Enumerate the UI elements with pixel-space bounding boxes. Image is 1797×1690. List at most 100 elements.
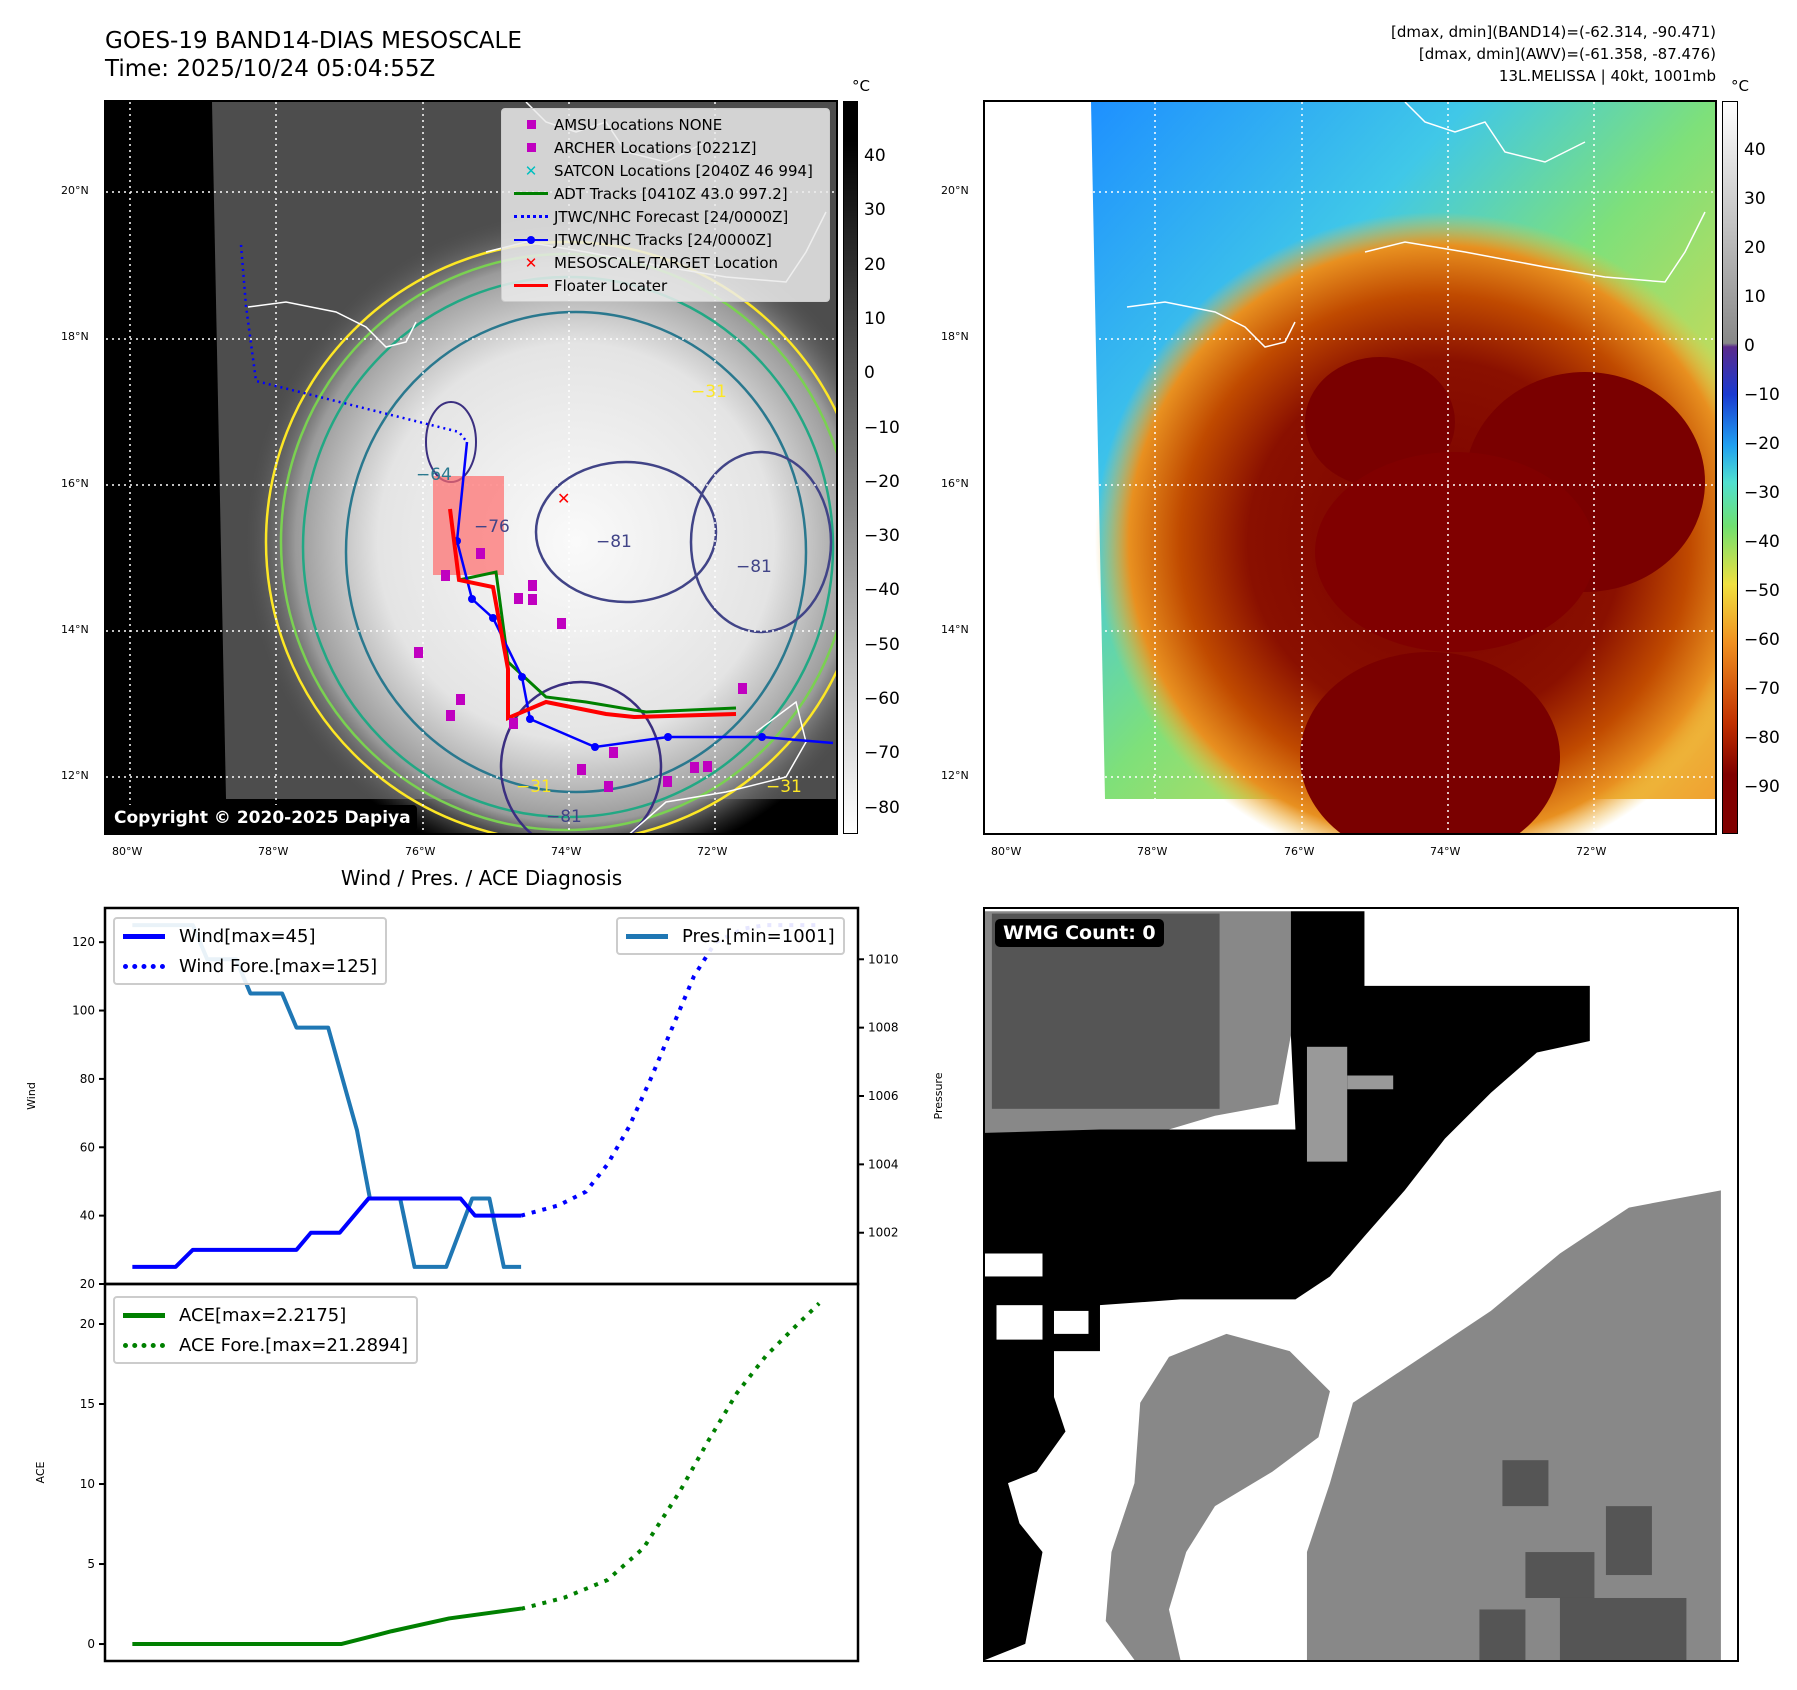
wmg-count-badge: WMG Count: 0 — [995, 919, 1164, 947]
wind-tick-label: 80 — [80, 1072, 95, 1086]
colorbar-tick-label: −10 — [1744, 385, 1780, 405]
ace-line — [132, 1606, 522, 1647]
colorbar-tick-label: −20 — [1744, 434, 1780, 454]
lat-label: 20°N — [61, 184, 89, 197]
colorbar-tick-label: −90 — [1744, 777, 1780, 797]
stats-awv: [dmax, dmin](AWV)=(-61.358, -87.476) — [1418, 45, 1716, 63]
lon-label: 78°W — [258, 845, 289, 858]
lon-label: 76°W — [1284, 845, 1315, 858]
line-icon — [514, 284, 548, 287]
wind-legend: Wind[max=45] Wind Fore.[max=125] — [113, 917, 388, 985]
x-marker-icon: ✕ — [524, 161, 538, 180]
lon-label: 78°W — [1137, 845, 1168, 858]
plot-title: GOES-19 BAND14-DIAS MESOSCALE — [105, 28, 522, 54]
lat-label: 16°N — [61, 477, 89, 490]
pressure-tick-label: 1004 — [868, 1157, 899, 1171]
pressure-legend: Pres.[min=1001] — [616, 917, 845, 955]
colorbar-tick-label: −60 — [864, 689, 900, 709]
ace-tick-label: 5 — [87, 1557, 95, 1571]
diagnosis-title: Wind / Pres. / ACE Diagnosis — [340, 866, 623, 890]
legend-label: Floater Locater — [554, 276, 668, 295]
legend-item-target: ✕ MESOSCALE/TARGET Location — [508, 251, 823, 274]
legend-item-forecast: JTWC/NHC Forecast [24/0000Z] — [508, 205, 823, 228]
colorbar-tick-label: 0 — [1744, 336, 1755, 356]
legend-item-archer: ARCHER Locations [0221Z] — [508, 136, 823, 159]
awv-map-image — [985, 102, 1715, 833]
ace-plot-frame — [103, 1282, 860, 1663]
lat-label: 12°N — [61, 769, 89, 782]
solid-line-icon — [626, 933, 668, 939]
lat-label: 18°N — [61, 330, 89, 343]
line-dot-icon — [514, 235, 548, 244]
colorbar-tick-label: −70 — [1744, 679, 1780, 699]
colorbar-tick-label: −70 — [864, 743, 900, 764]
square-marker-icon — [526, 120, 536, 129]
lat-label: 18°N — [941, 330, 969, 343]
contour-label: −81 — [596, 532, 632, 552]
lat-label: 20°N — [941, 184, 969, 197]
colorbar-tick-label: −80 — [1744, 728, 1780, 748]
pressure-tick-label: 1006 — [868, 1089, 899, 1103]
pressure-tick-label: 1008 — [868, 1021, 899, 1035]
colorbar-tick-label: −30 — [1744, 483, 1780, 503]
colorbar-tick-label: 20 — [864, 254, 886, 275]
jtwc-nhc-track — [455, 441, 834, 749]
contour-label: −31 — [691, 382, 727, 402]
wmg-panel: WMG Count: 0 — [983, 907, 1739, 1662]
colorbar-tick-label: −60 — [1744, 630, 1780, 650]
ace-tick-label: 10 — [80, 1477, 95, 1491]
legend-label: ACE Fore.[max=21.2894] — [179, 1334, 408, 1356]
legend-label: ACE[max=2.2175] — [179, 1304, 347, 1326]
wind-axis-label: Wind — [25, 1082, 38, 1110]
square-marker-icon — [526, 143, 536, 152]
legend-label: ADT Tracks [0410Z 43.0 997.2] — [554, 184, 788, 203]
colorbar-tick-label: −20 — [864, 471, 900, 492]
contour-label: −81 — [546, 807, 582, 827]
colorbar-tick-label: −80 — [864, 797, 900, 818]
lon-label: 76°W — [405, 845, 436, 858]
solid-line-icon — [123, 1312, 165, 1318]
legend-label: MESOSCALE/TARGET Location — [554, 253, 779, 272]
legend-label: Wind Fore.[max=125] — [179, 955, 378, 977]
plot-time: Time: 2025/10/24 05:04:55Z — [105, 56, 436, 82]
awv-map-panel — [983, 100, 1717, 835]
dotted-line-icon — [123, 1342, 165, 1348]
ace-tick-label: 0 — [87, 1637, 95, 1651]
ace-tick-label: 20 — [80, 1317, 95, 1331]
legend-item-amsu: AMSU Locations NONE — [508, 113, 823, 136]
contour-label: −76 — [474, 517, 510, 537]
ace-tick-label: 15 — [80, 1397, 95, 1411]
contour-label: −31 — [766, 777, 802, 797]
colorbar-tick-label: 0 — [864, 363, 875, 384]
colorbar-tick-label: 40 — [1744, 140, 1766, 160]
colorbar-tick-label: −50 — [1744, 581, 1780, 601]
legend-label: Pres.[min=1001] — [682, 925, 835, 947]
colorbar-tick-label: 20 — [1744, 238, 1766, 258]
line-icon — [514, 192, 548, 195]
lon-label: 80°W — [112, 845, 143, 858]
wmg-image — [985, 911, 1721, 1660]
lon-label: 72°W — [697, 845, 728, 858]
legend-label: ARCHER Locations [0221Z] — [554, 138, 757, 157]
contour-label: −31 — [516, 777, 552, 797]
lon-label: 72°W — [1576, 845, 1607, 858]
x-marker-icon: ✕ — [524, 253, 538, 272]
wind-tick-label: 120 — [72, 935, 95, 949]
contour-label: −64 — [416, 465, 452, 485]
archer-locations — [414, 548, 747, 792]
legend-label: Wind[max=45] — [179, 925, 316, 947]
colorbar-unit: °C — [1731, 77, 1749, 95]
colorbar-tick-label: −10 — [864, 417, 900, 438]
legend-item-adt: ADT Tracks [0410Z 43.0 997.2] — [508, 182, 823, 205]
wind-tick-label: 60 — [80, 1140, 95, 1154]
colorbar-tick-label: 30 — [864, 200, 886, 221]
ace-axis-label: ACE — [34, 1461, 47, 1483]
wind-tick-label: 20 — [80, 1277, 95, 1291]
legend-item-tracks: JTWC/NHC Tracks [24/0000Z] — [508, 228, 823, 251]
mesoscale-target-box — [433, 476, 504, 575]
wind-line — [132, 1196, 522, 1269]
colorbar-tick-label: −50 — [864, 634, 900, 655]
adt-track — [458, 570, 737, 714]
colorbar-tick-label: −30 — [864, 526, 900, 547]
legend-item-satcon: ✕ SATCON Locations [2040Z 46 994] — [508, 159, 823, 182]
